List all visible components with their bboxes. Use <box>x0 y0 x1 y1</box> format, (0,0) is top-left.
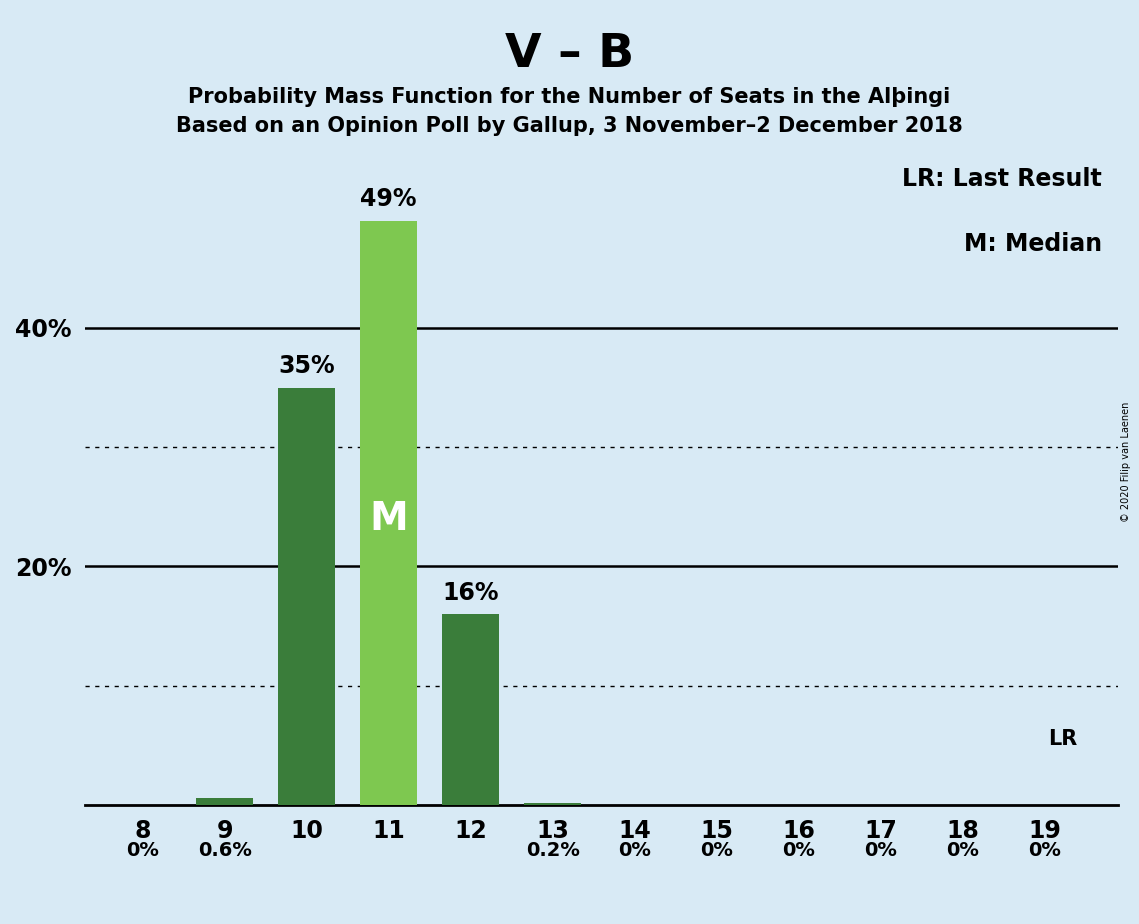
Text: 35%: 35% <box>278 354 335 378</box>
Text: 0%: 0% <box>618 841 652 859</box>
Bar <box>196 797 254 805</box>
Text: © 2020 Filip van Laenen: © 2020 Filip van Laenen <box>1121 402 1131 522</box>
Bar <box>442 614 499 805</box>
Text: 16%: 16% <box>442 580 499 604</box>
Text: M: M <box>369 500 408 538</box>
Text: 0.2%: 0.2% <box>526 841 580 859</box>
Text: 0%: 0% <box>865 841 898 859</box>
Text: V – B: V – B <box>505 32 634 78</box>
Text: Based on an Opinion Poll by Gallup, 3 November–2 December 2018: Based on an Opinion Poll by Gallup, 3 No… <box>177 116 962 136</box>
Text: 0%: 0% <box>126 841 159 859</box>
Text: 0%: 0% <box>700 841 734 859</box>
Text: Probability Mass Function for the Number of Seats in the Alþingi: Probability Mass Function for the Number… <box>188 87 951 107</box>
Text: 0%: 0% <box>782 841 816 859</box>
Bar <box>360 221 417 805</box>
Text: 0%: 0% <box>1029 841 1060 859</box>
Bar <box>524 803 581 805</box>
Bar <box>278 387 335 805</box>
Text: M: Median: M: Median <box>964 233 1101 257</box>
Text: LR: LR <box>1048 729 1077 749</box>
Text: 49%: 49% <box>360 187 417 211</box>
Text: 0%: 0% <box>947 841 980 859</box>
Text: LR: Last Result: LR: Last Result <box>902 167 1101 191</box>
Text: 0.6%: 0.6% <box>198 841 252 859</box>
